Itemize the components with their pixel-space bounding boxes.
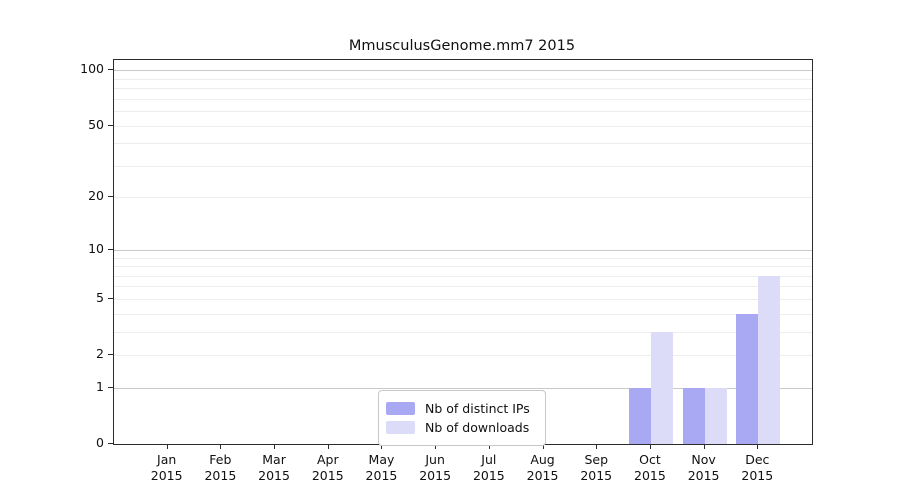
gridline-minor xyxy=(114,197,812,199)
gridline-major xyxy=(114,70,812,72)
bar-nb-of-downloads-oct xyxy=(650,331,673,444)
y-tick-label: 5 xyxy=(96,289,104,305)
y-tick-label: 1 xyxy=(96,378,104,394)
legend-label-downloads: Nb of downloads xyxy=(425,420,530,435)
bar-nb-of-distinct-ips-nov xyxy=(682,387,705,444)
gridline-minor xyxy=(114,125,812,127)
y-tick-mark xyxy=(108,124,113,126)
x-tick-year: 2015 xyxy=(419,468,452,483)
bar-nb-of-downloads-dec xyxy=(758,275,781,444)
gridline-minor xyxy=(114,257,812,259)
y-tick-label: 0 xyxy=(96,435,104,450)
gridline-minor xyxy=(114,78,812,80)
y-tick-label: 2 xyxy=(96,346,104,362)
legend-swatch-downloads xyxy=(386,421,415,434)
y-tick-label: 100 xyxy=(80,61,104,77)
legend-swatch-distinct-ips xyxy=(386,402,415,415)
x-tick-label: Jul 2015 xyxy=(459,452,519,484)
gridline-minor xyxy=(114,266,812,268)
y-tick-mark xyxy=(108,69,113,71)
gridline-minor xyxy=(114,88,812,90)
legend-item-downloads: Nb of downloads xyxy=(386,419,537,436)
x-tick-year: 2015 xyxy=(204,468,237,483)
x-tick-mark xyxy=(757,444,759,449)
x-tick-year: 2015 xyxy=(258,468,290,483)
x-tick-label: Mar 2015 xyxy=(244,452,304,484)
x-tick-year: 2015 xyxy=(741,468,774,483)
x-tick-label: Dec 2015 xyxy=(727,452,787,484)
x-tick-year: 2015 xyxy=(365,468,398,483)
gridline-minor xyxy=(114,111,812,113)
y-tick-mark xyxy=(108,354,113,356)
gridline-minor xyxy=(114,355,812,357)
x-tick-mark xyxy=(649,444,651,449)
gridline-minor xyxy=(114,298,812,300)
gridline-minor xyxy=(114,98,812,100)
gridline-minor xyxy=(114,331,812,333)
x-tick-year: 2015 xyxy=(526,468,559,483)
x-tick-label: May 2015 xyxy=(351,452,411,484)
x-tick-label: Jun 2015 xyxy=(405,452,465,484)
x-tick-label: Jan 2015 xyxy=(137,452,197,484)
y-tick-mark xyxy=(108,443,113,444)
x-tick-mark xyxy=(166,444,168,449)
x-tick-mark xyxy=(703,444,705,449)
legend-item-distinct-ips: Nb of distinct IPs xyxy=(386,400,537,417)
y-tick-mark xyxy=(108,248,113,250)
gridline-minor xyxy=(114,286,812,288)
x-tick-mark xyxy=(381,444,383,449)
gridline-major xyxy=(114,249,812,251)
x-tick-year: 2015 xyxy=(634,468,666,483)
x-tick-mark xyxy=(435,444,437,449)
x-tick-label: Sep 2015 xyxy=(566,452,626,484)
bar-nb-of-distinct-ips-oct xyxy=(628,387,651,444)
gridline-minor xyxy=(114,275,812,277)
x-tick-mark xyxy=(220,444,222,449)
x-tick-year: 2015 xyxy=(311,468,344,483)
x-tick-year: 2015 xyxy=(472,468,505,483)
gridline-minor xyxy=(114,313,812,315)
legend-label-distinct-ips: Nb of distinct IPs xyxy=(425,401,530,416)
y-tick-mark xyxy=(108,297,113,299)
y-tick-label: 50 xyxy=(88,116,104,132)
x-tick-mark xyxy=(542,444,544,449)
gridline-minor xyxy=(114,165,812,167)
x-tick-year: 2015 xyxy=(580,468,613,483)
chart-title: MmusculusGenome.mm7 2015 xyxy=(348,38,576,54)
bar-nb-of-distinct-ips-dec xyxy=(736,313,759,444)
x-tick-label: Aug 2015 xyxy=(513,452,573,484)
y-tick-label: 10 xyxy=(88,240,104,256)
x-tick-year: 2015 xyxy=(150,468,183,483)
x-tick-year: 2015 xyxy=(687,468,720,483)
x-tick-mark xyxy=(488,444,490,449)
bar-nb-of-downloads-nov xyxy=(704,387,727,444)
x-tick-label: Feb 2015 xyxy=(190,452,250,484)
y-tick-mark xyxy=(108,196,113,198)
gridline-major xyxy=(114,387,812,389)
x-tick-label: Oct 2015 xyxy=(620,452,680,484)
gridline-minor xyxy=(114,143,812,145)
y-tick-label: 20 xyxy=(88,188,104,204)
plot-area: Nb of distinct IPs Nb of downloads xyxy=(113,59,813,446)
x-tick-label: Nov 2015 xyxy=(674,452,734,484)
x-tick-label: Apr 2015 xyxy=(298,452,358,484)
x-tick-mark xyxy=(327,444,329,449)
x-tick-mark xyxy=(596,444,598,449)
legend: Nb of distinct IPs Nb of downloads xyxy=(378,390,546,446)
y-tick-mark xyxy=(108,386,113,388)
x-tick-mark xyxy=(274,444,276,449)
